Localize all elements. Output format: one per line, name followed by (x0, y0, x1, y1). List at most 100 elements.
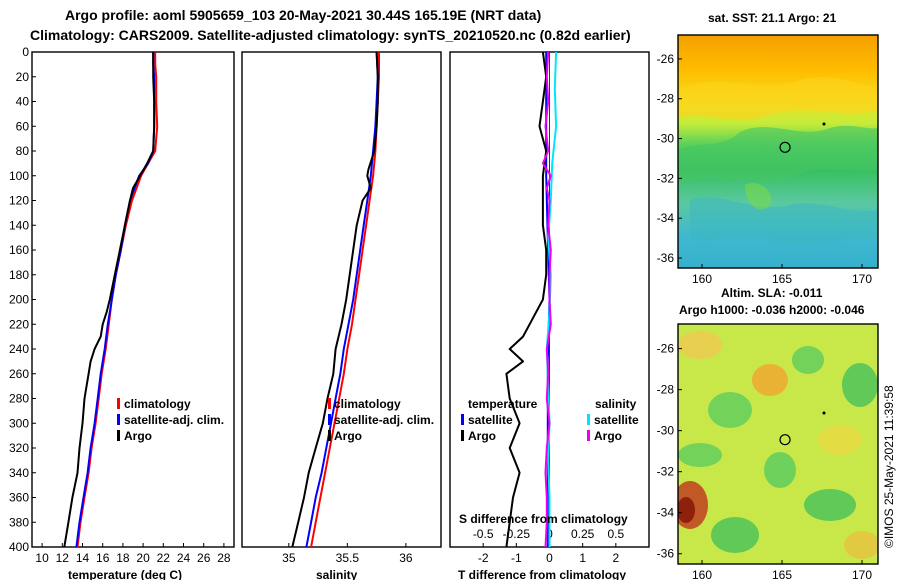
depth-axis: 0 20 40 60 80 100 120 140 160 180 200 220 240 260 280 3… (9, 45, 36, 554)
sst-profile-location-marker (779, 141, 791, 153)
depth-tick-label: 300 (9, 416, 29, 430)
legend-label-argo: Argo (334, 429, 362, 443)
difference-series-temperature-argo (505, 51, 548, 548)
temperature-xtick-label: 12 (56, 551, 70, 565)
temperature-panel: 10 12 14 16 18 20 22 24 26 28 (35, 52, 231, 565)
salinity-series-satellite-adj-clim- (305, 51, 379, 548)
legend-swatch-climatology (328, 398, 331, 409)
sla-map-image (678, 324, 878, 564)
figure-title-line2: Climatology: CARS2009. Satellite-adjuste… (30, 27, 631, 43)
temperature-panel-frame (31, 51, 235, 548)
sla-map-title: Altim. SLA: -0.011 (721, 286, 823, 300)
legend-label-climatology: climatology (334, 397, 401, 411)
legend-swatch-argo (117, 430, 120, 441)
temperature-xtick-label: 18 (116, 551, 130, 565)
depth-tick-label: 380 (9, 515, 29, 529)
depth-tick-label: 20 (16, 70, 30, 84)
temperature-axis-label: temperature (deg C) (68, 568, 182, 580)
sst_map-ytick-label: -32 (657, 171, 675, 185)
salinity-xtick-label: 35 (282, 551, 296, 565)
difference-xtick-label: 2 (612, 551, 619, 565)
depth-tick-label: 260 (9, 367, 29, 381)
depth-tick-label: 100 (9, 169, 29, 183)
sla_map-xtick-label: 170 (852, 568, 872, 580)
salinity-series-argo (291, 51, 379, 548)
legend-swatch-satellite (117, 414, 120, 425)
sst-map-axes: 160 165 170 -26 -28 -30 -32 -34 -36 (657, 52, 873, 286)
salinity-xtick-label: 35.5 (336, 551, 360, 565)
imos-credit: ©IMOS 25-May-2021 11:39:58 (882, 385, 896, 548)
depth-tick-label: 160 (9, 243, 29, 257)
difference-xtick-label: 1 (579, 551, 586, 565)
sla_map-ytick-label: -26 (657, 342, 675, 356)
sst_map-ytick-label: -36 (657, 251, 675, 265)
sst_map-ytick-label: -26 (657, 52, 675, 66)
temperature-xtick-label: 22 (157, 551, 171, 565)
temperature-legend: climatology satellite-adj. clim. Argo (117, 397, 224, 443)
salinity-panel: 35 35.5 36 (282, 51, 413, 565)
difference-xtick-label: 0 (546, 551, 553, 565)
depth-tick-label: 200 (9, 293, 29, 307)
legend-swatch-sal-argo (587, 430, 590, 441)
depth-tick-label: 400 (9, 540, 29, 554)
difference-secondary-tick-label: 0.5 (607, 527, 624, 541)
t-difference-axis-label: T difference from climatology (458, 568, 626, 580)
difference-legend: temperature satellite Argo salinity sate… (461, 397, 639, 443)
sla_map-ytick-label: -30 (657, 424, 675, 438)
temperature-xtick-label: 28 (217, 551, 231, 565)
s-difference-axis-label: S difference from climatology (459, 512, 628, 526)
legend-swatch-sal-satellite (587, 414, 590, 425)
legend-label-temp-satellite: satellite (468, 413, 513, 427)
salinity-xtick-label: 36 (399, 551, 413, 565)
legend-swatch-satellite (328, 414, 331, 425)
depth-tick-label: 360 (9, 491, 29, 505)
depth-tick-label: 120 (9, 194, 29, 208)
temperature-xtick-label: 20 (136, 551, 150, 565)
legend-label-satellite: satellite-adj. clim. (334, 413, 434, 427)
legend-label-climatology: climatology (124, 397, 191, 411)
salinity-legend: climatology satellite-adj. clim. Argo (328, 397, 434, 443)
depth-tick-label: 0 (22, 45, 29, 59)
depth-tick-label: 220 (9, 317, 29, 331)
difference-series-salinity-argo (541, 51, 552, 548)
temperature-xtick-label: 26 (197, 551, 211, 565)
sla_map-ytick-label: -36 (657, 547, 675, 561)
depth-tick-label: 80 (16, 144, 30, 158)
legend-swatch-argo (328, 430, 331, 441)
difference-xtick-label: -2 (478, 551, 489, 565)
depth-tick-label: 240 (9, 342, 29, 356)
sst-map-image (678, 35, 878, 268)
salinity-panel-frame (241, 51, 442, 548)
sst-map-title: sat. SST: 21.1 Argo: 21 (708, 11, 837, 25)
sla_map-ytick-label: -34 (657, 506, 675, 520)
legend-title-temperature: temperature (468, 397, 538, 411)
sst_map-ytick-label: -28 (657, 92, 675, 106)
sla_map-ytick-label: -32 (657, 465, 675, 479)
figure-title-line1: Argo profile: aoml 5905659_103 20-May-20… (65, 7, 541, 23)
sla_map-ytick-label: -28 (657, 383, 675, 397)
sst_map-ytick-label: -34 (657, 211, 675, 225)
difference-secondary-tick-label: 0.25 (571, 527, 595, 541)
legend-swatch-climatology (117, 398, 120, 409)
temperature-xtick-label: 14 (76, 551, 90, 565)
temperature-xtick-label: 10 (35, 551, 49, 565)
sst_map-xtick-label: 165 (772, 272, 792, 286)
difference-secondary-tick-label: -0.5 (473, 527, 494, 541)
temperature-series-satellite-adj-clim- (75, 52, 156, 548)
depth-tick-label: 320 (9, 441, 29, 455)
depth-tick-label: 60 (16, 119, 30, 133)
sla-profile-location-marker (779, 434, 791, 446)
depth-tick-label: 340 (9, 466, 29, 480)
sst-map-frame (677, 34, 879, 269)
difference-xtick-label: -1 (511, 551, 522, 565)
sla-map-dot (822, 411, 826, 415)
sla_map-xtick-label: 165 (772, 568, 792, 580)
difference-panel: -2 -1 0 1 2-0.5 -0.25 0 0.25 0.5 (473, 51, 624, 565)
legend-label-sal-argo: Argo (594, 429, 622, 443)
depth-tick-label: 140 (9, 218, 29, 232)
temperature-series-climatology (76, 52, 159, 548)
salinity-axis-label: salinity (316, 568, 358, 580)
sla-map-subtitle: Argo h1000: -0.036 h2000: -0.046 (679, 303, 865, 317)
temperature-xtick-label: 24 (177, 551, 191, 565)
